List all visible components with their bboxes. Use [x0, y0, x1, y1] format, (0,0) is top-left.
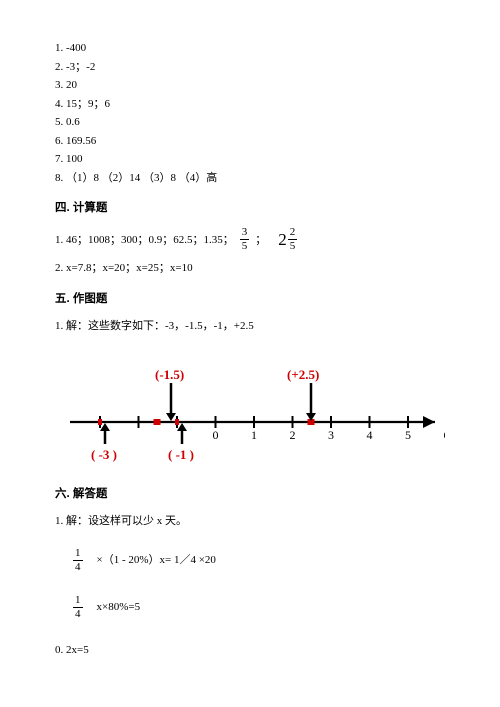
- sec6-q1: 1. 解：设这样可以少 x 天。: [55, 513, 445, 530]
- mixed-num: 2: [288, 227, 298, 240]
- section-4-title: 四. 计算题: [55, 200, 445, 217]
- section-6-title: 六. 解答题: [55, 486, 445, 503]
- svg-text:5: 5: [405, 428, 411, 442]
- fraction-den: 4: [73, 561, 83, 573]
- answer-item-1: 1. -400: [55, 40, 445, 57]
- svg-text:(-1.5): (-1.5): [155, 367, 184, 382]
- sec6-eq3: 0. 2x=5: [55, 642, 445, 659]
- mixed-den: 5: [288, 240, 298, 252]
- answer-item-6: 6. 169.56: [55, 133, 445, 150]
- fraction-num: 1: [73, 595, 83, 608]
- sec4-q1: 1. 46；1008；300；0.9；62.5；1.35； 3 5 ； 2 2 …: [55, 227, 445, 252]
- section-5-title: 五. 作图题: [55, 291, 445, 308]
- answer-item-2: 2. -3；-2: [55, 59, 445, 76]
- separator: ；: [255, 232, 266, 249]
- fraction-num: 1: [73, 548, 83, 561]
- mixed-number-2-2-5: 2 2 5: [278, 227, 297, 252]
- sec6-eq1: 1 4 ×（1 - 20%）x= 1／4 ×20: [67, 548, 445, 573]
- svg-text:( -3 ): ( -3 ): [91, 447, 117, 462]
- fraction-den: 5: [240, 240, 250, 252]
- svg-text:4: 4: [367, 428, 373, 442]
- sec6-eq2: 1 4 x×80%=5: [67, 595, 445, 620]
- answer-item-7: 7. 100: [55, 151, 445, 168]
- sec5-q1: 1. 解：这些数字如下：-3，-1.5，-1，+2.5: [55, 318, 445, 335]
- number-line-diagram: 0 1 2 3 4 5 6 (-1.5) (+2.5) ( -3 ) ( -1 ): [55, 357, 445, 473]
- answer-item-5: 5. 0.6: [55, 114, 445, 131]
- mixed-whole: 2: [278, 231, 287, 248]
- svg-text:( -1 ): ( -1 ): [168, 447, 194, 462]
- fraction-1-4-b: 1 4: [73, 595, 83, 620]
- sec6-eq2-text: x×80%=5: [97, 599, 141, 616]
- sec6-eq1-text: ×（1 - 20%）x= 1／4 ×20: [97, 552, 216, 569]
- svg-text:6: 6: [444, 428, 446, 442]
- answer-item-4: 4. 15；9；6: [55, 96, 445, 113]
- fraction-3-5: 3 5: [240, 227, 250, 252]
- answer-item-8: 8. （1）8 （2）14 （3）8 （4）高: [55, 170, 445, 187]
- fraction-den: 4: [73, 608, 83, 620]
- svg-text:2: 2: [290, 428, 296, 442]
- answer-item-3: 3. 20: [55, 77, 445, 94]
- sec4-q2: 2. x=7.8；x=20；x=25；x=10: [55, 260, 445, 277]
- fraction-num: 3: [240, 227, 250, 240]
- svg-text:(+2.5): (+2.5): [287, 367, 319, 382]
- sec4-q1-prefix: 1. 46；1008；300；0.9；62.5；1.35；: [55, 232, 234, 249]
- svg-text:1: 1: [251, 428, 257, 442]
- svg-text:0: 0: [213, 428, 219, 442]
- fraction-1-4-a: 1 4: [73, 548, 83, 573]
- svg-text:3: 3: [328, 428, 334, 442]
